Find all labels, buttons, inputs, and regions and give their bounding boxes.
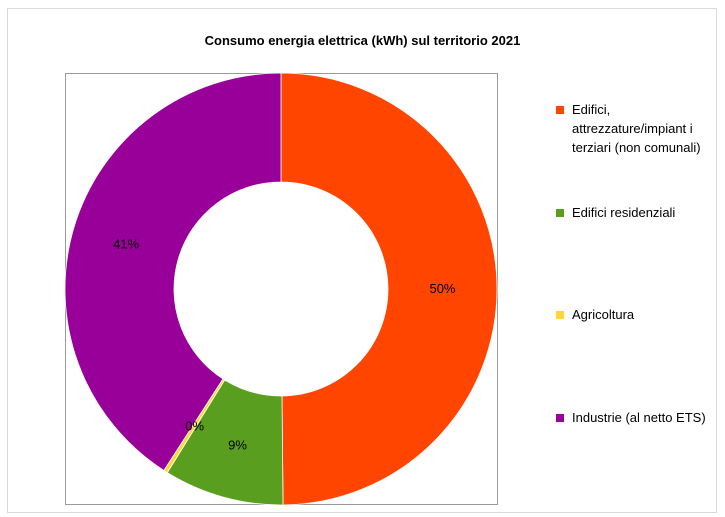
legend-swatch [556,209,564,217]
data-label-edifici-terziari: 50% [429,281,455,296]
legend-label: Agricoltura [572,307,635,322]
legend-swatch [556,106,564,114]
chart-title: Consumo energia elettrica (kWh) sul terr… [204,33,521,48]
slice-edifici-terziari [280,72,498,506]
data-label-edifici-residenziali: 9% [228,438,247,453]
data-label-agricoltura: 0% [185,419,204,434]
legend-swatch [556,311,564,319]
legend-swatch [556,414,564,422]
legend-label: Edifici, attrezzature/impiant i terziari… [572,102,701,155]
data-label-industrie: 41% [113,236,139,251]
legend-label: Industrie (al netto ETS) [572,410,706,425]
legend-label: Edifici residenziali [572,205,676,220]
slice-industrie [64,72,282,472]
